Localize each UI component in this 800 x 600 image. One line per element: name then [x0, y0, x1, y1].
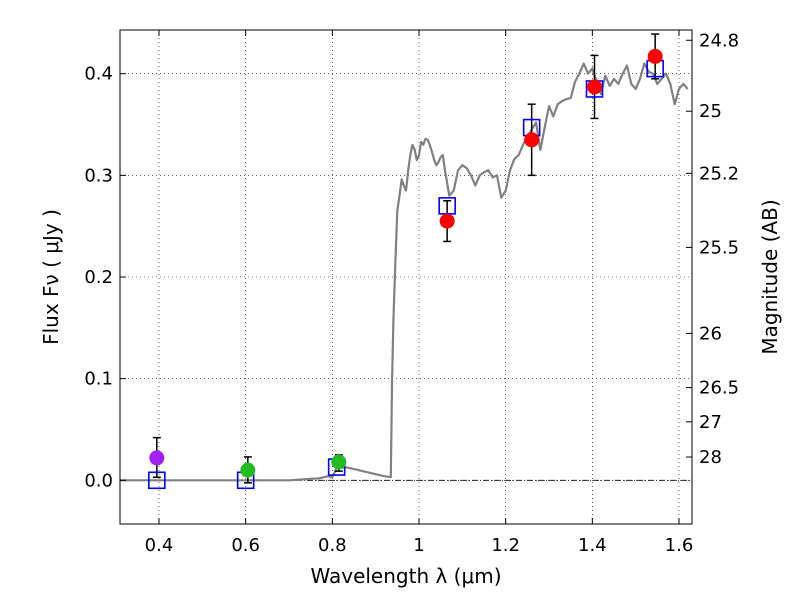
right-tick-label: 25 [699, 101, 722, 122]
observed-photometry-point [524, 132, 540, 148]
right-magnitude-axis: 24.8 25 25.2 25.5 26 26.5 27 28 [686, 30, 739, 468]
x-tick-label: 1.2 [491, 535, 520, 556]
x-tick-label: 0.6 [231, 535, 260, 556]
right-tick-label: 26 [699, 323, 722, 344]
observed-photometry-point [240, 462, 256, 478]
observed-photometry-point [587, 79, 602, 95]
y-axis: 0.0 0.1 0.2 0.3 0.4 [84, 64, 126, 491]
observed-photometry-point [647, 48, 663, 64]
right-tick-label: 26.5 [699, 378, 739, 399]
x-tick-label: 0.8 [318, 535, 347, 556]
x-tick-label: 1.4 [578, 535, 607, 556]
y-axis-label: Flux Fν ( μJy ) [39, 209, 63, 345]
y-tick-label: 0.1 [84, 369, 113, 390]
x-tick-label: 0.4 [145, 535, 174, 556]
x-axis-label: Wavelength λ (μm) [310, 564, 501, 588]
y-tick-label: 0.3 [84, 165, 113, 186]
y-tick-label: 0.4 [84, 64, 113, 85]
y-tick-label: 0.2 [84, 267, 113, 288]
right-tick-label: 25.2 [699, 163, 739, 184]
right-tick-label: 24.8 [699, 30, 739, 51]
spectrum-layer [120, 62, 689, 482]
x-tick-label: 1.6 [665, 535, 694, 556]
observed-photometry-point [331, 454, 347, 470]
observed-photometry-point [439, 213, 455, 229]
right-tick-label: 25.5 [699, 237, 739, 258]
y-tick-label: 0.0 [84, 470, 113, 491]
x-axis: 0.4 0.6 0.8 1 1.2 1.4 1.6 [145, 30, 694, 556]
observed-photometry-layer [149, 48, 663, 478]
right-axis-label: Magnitude (AB) [758, 199, 782, 354]
right-tick-label: 28 [699, 447, 722, 468]
model-photometry-point [148, 471, 166, 490]
observed-photometry-point [149, 450, 165, 466]
spectrum-line [120, 62, 689, 482]
right-tick-label: 27 [699, 412, 722, 433]
plot-background [120, 30, 692, 524]
x-tick-label: 1 [413, 535, 424, 556]
